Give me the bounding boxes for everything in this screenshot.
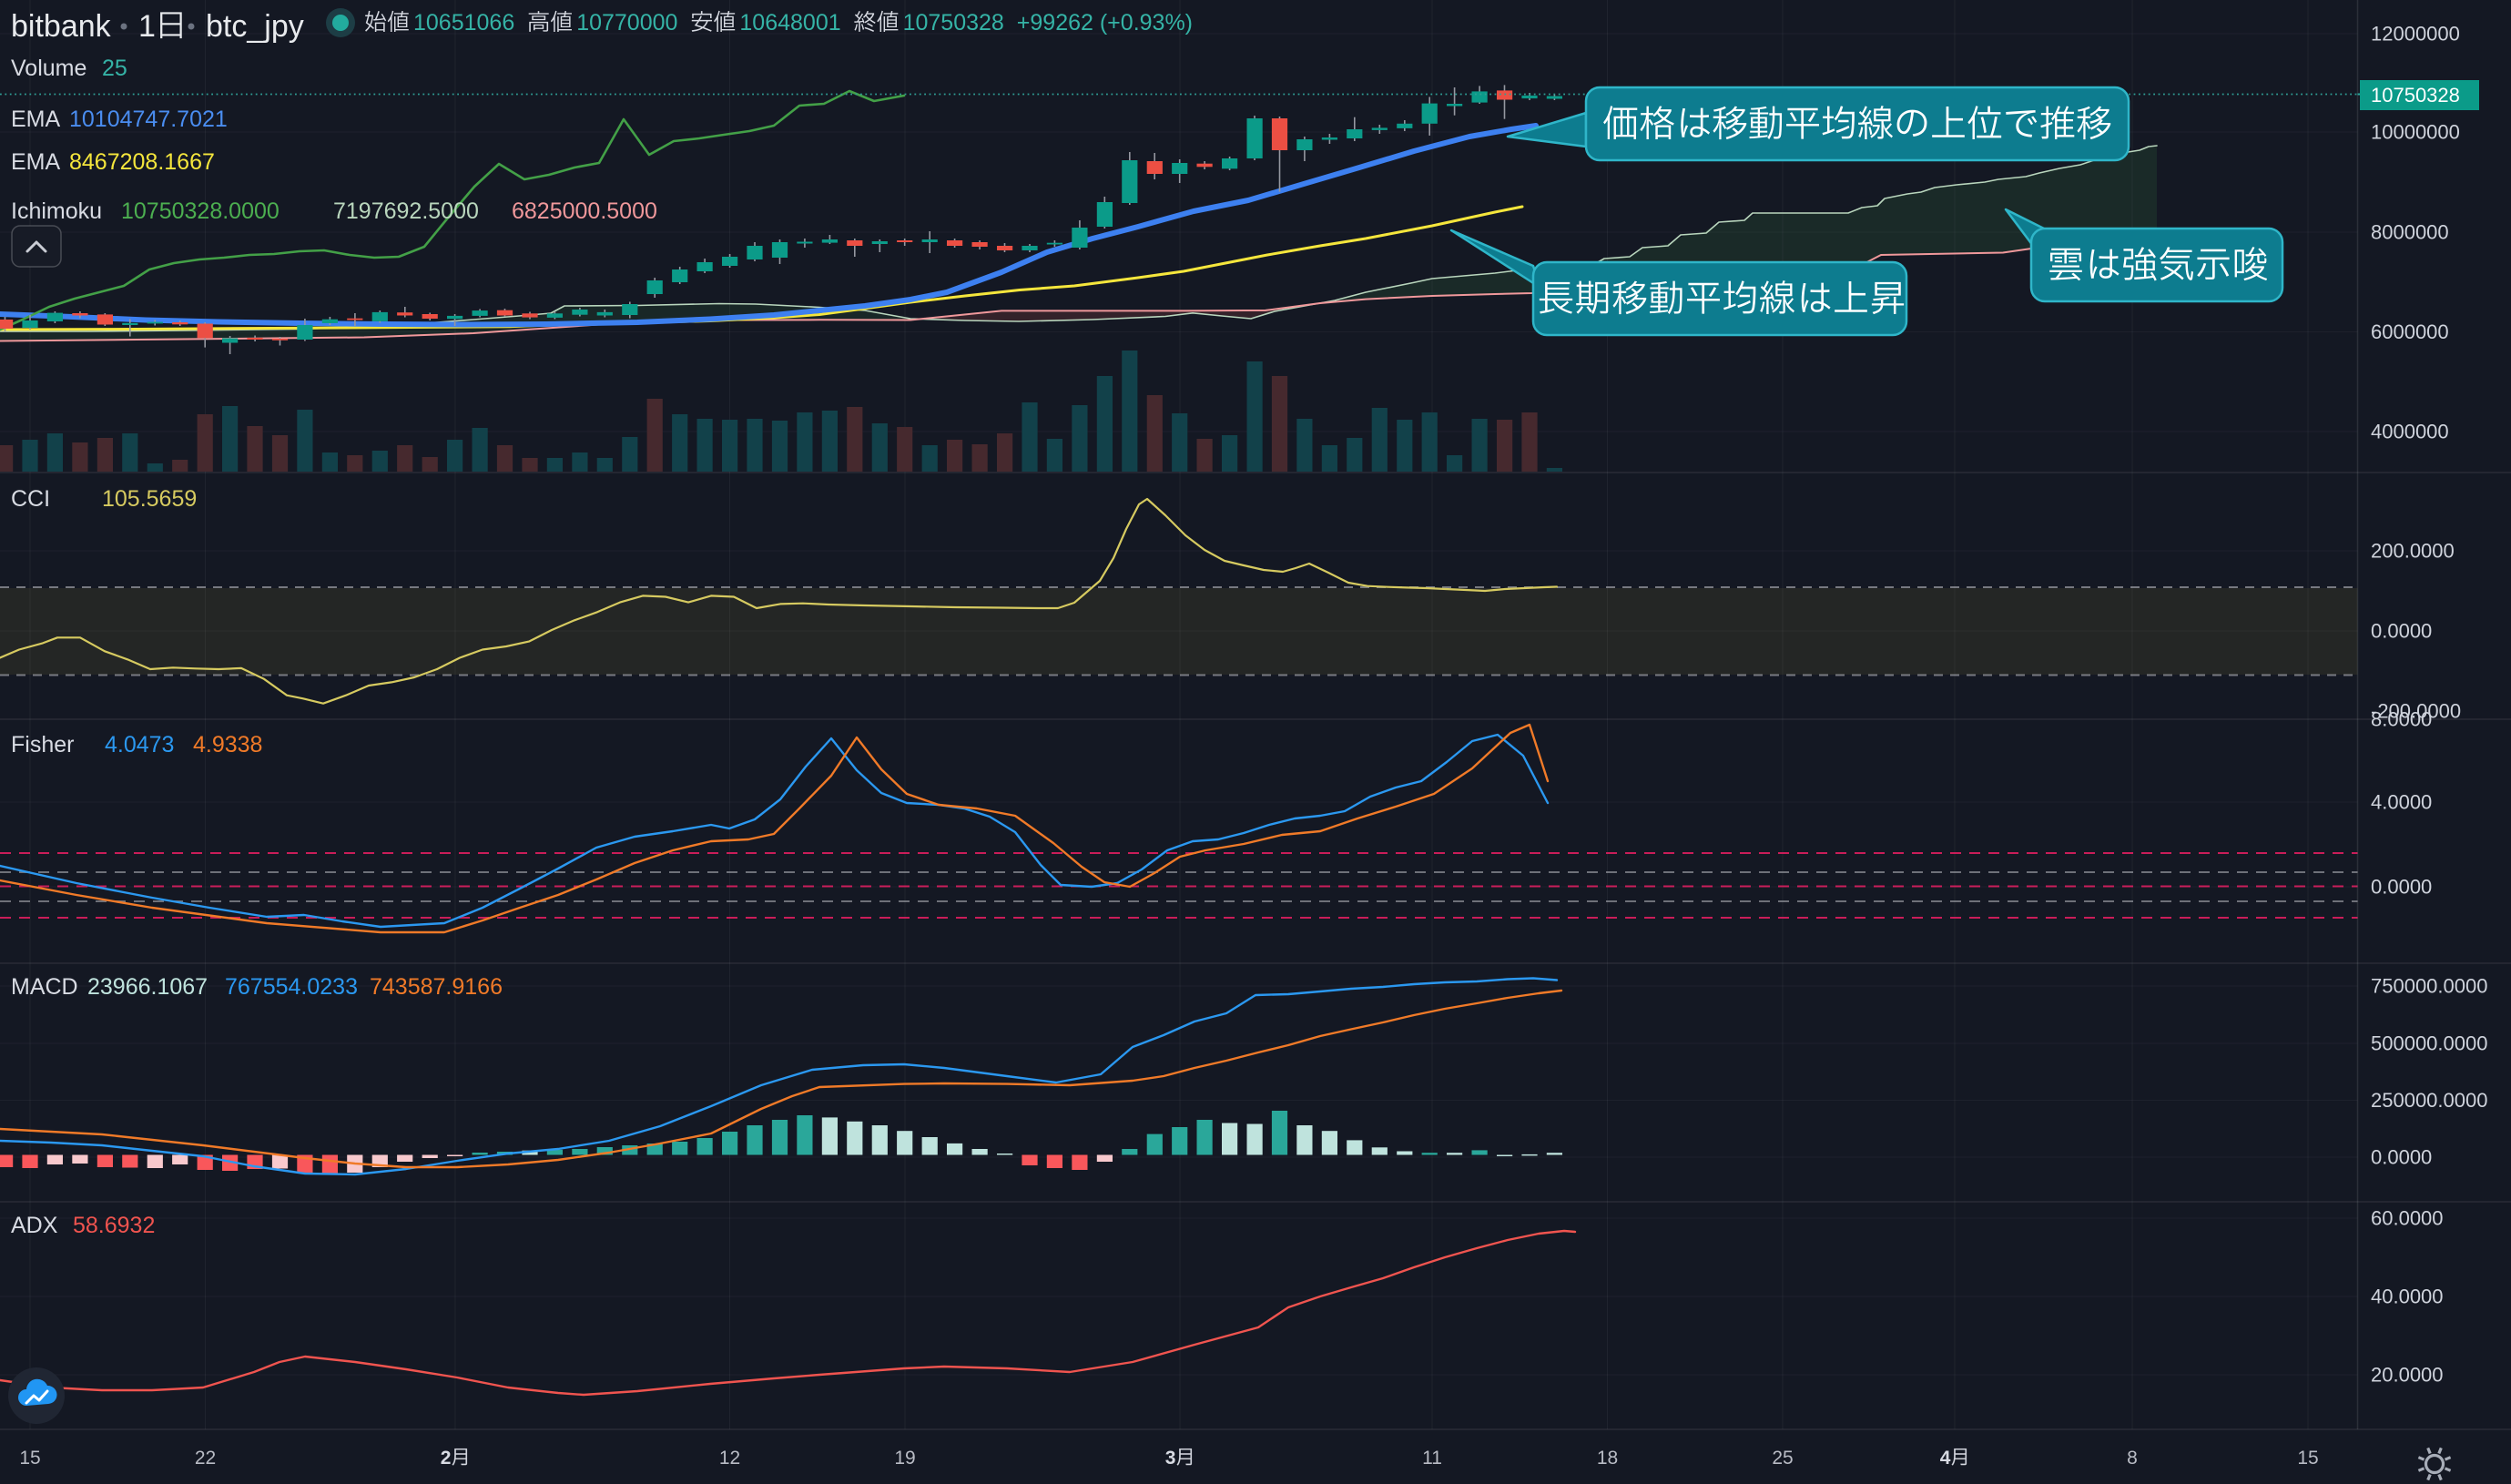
svg-text:6000000: 6000000: [2371, 320, 2449, 343]
svg-text:22: 22: [195, 1448, 216, 1469]
svg-text:EMA: EMA: [11, 107, 61, 132]
svg-text:23966.1067: 23966.1067: [87, 974, 208, 1000]
svg-text:58.6932: 58.6932: [73, 1213, 155, 1238]
svg-text:ADX: ADX: [11, 1213, 58, 1238]
svg-text:Fisher: Fisher: [11, 732, 74, 757]
svg-text:8467208.1667: 8467208.1667: [69, 149, 215, 175]
svg-text:250000.0000: 250000.0000: [2371, 1089, 2487, 1112]
svg-text:105.5659: 105.5659: [102, 486, 197, 512]
svg-text:Volume: Volume: [11, 56, 86, 81]
svg-text:25: 25: [1772, 1448, 1793, 1469]
svg-text:12: 12: [719, 1448, 740, 1469]
svg-text:8: 8: [2127, 1448, 2138, 1469]
svg-text:10651066: 10651066: [413, 10, 514, 36]
svg-text:+99262 (+0.93%): +99262 (+0.93%): [1017, 10, 1193, 36]
svg-text:10104747.7021: 10104747.7021: [69, 107, 228, 132]
svg-text:200.0000: 200.0000: [2371, 540, 2455, 563]
svg-text:btc_jpy: btc_jpy: [206, 9, 304, 44]
svg-text:500000.0000: 500000.0000: [2371, 1032, 2487, 1055]
svg-text:7197692.5000: 7197692.5000: [333, 198, 479, 224]
svg-text:8000000: 8000000: [2371, 221, 2449, 244]
svg-text:4000000: 4000000: [2371, 421, 2449, 443]
svg-text:12000000: 12000000: [2371, 23, 2460, 46]
svg-text:3: 3: [1165, 1448, 1176, 1469]
svg-text:4.9338: 4.9338: [193, 732, 262, 757]
svg-text:6825000.5000: 6825000.5000: [512, 198, 657, 224]
svg-text:15: 15: [19, 1448, 40, 1469]
svg-text:10750328.0000: 10750328.0000: [121, 198, 280, 224]
svg-text:MACD: MACD: [11, 974, 78, 1000]
svg-text:-200.0000: -200.0000: [2371, 700, 2461, 723]
svg-text:10750328: 10750328: [2371, 84, 2460, 107]
svg-text:8.0000: 8.0000: [2371, 708, 2432, 731]
svg-text:4.0000: 4.0000: [2371, 791, 2432, 814]
svg-text:40.0000: 40.0000: [2371, 1286, 2444, 1308]
svg-text:2: 2: [441, 1448, 452, 1469]
svg-text:60.0000: 60.0000: [2371, 1207, 2444, 1230]
svg-text:10770000: 10770000: [576, 10, 677, 36]
svg-text:743587.9166: 743587.9166: [370, 974, 503, 1000]
svg-text:10000000: 10000000: [2371, 121, 2460, 144]
svg-text:0.0000: 0.0000: [2371, 620, 2432, 643]
svg-text:0.0000: 0.0000: [2371, 876, 2432, 899]
svg-text:0.0000: 0.0000: [2371, 1146, 2432, 1169]
svg-text:11: 11: [1422, 1448, 1442, 1469]
svg-text:18: 18: [1597, 1448, 1618, 1469]
svg-text:10750328: 10750328: [903, 10, 1004, 36]
svg-text:25: 25: [102, 56, 127, 81]
svg-text:bitbank: bitbank: [11, 9, 112, 44]
svg-text:1: 1: [138, 9, 156, 44]
svg-text:4: 4: [1940, 1448, 1951, 1469]
svg-text:15: 15: [2297, 1448, 2318, 1469]
svg-text:20.0000: 20.0000: [2371, 1364, 2444, 1387]
svg-text:10648001: 10648001: [739, 10, 840, 36]
svg-text:19: 19: [894, 1448, 915, 1469]
svg-text:767554.0233: 767554.0233: [225, 974, 358, 1000]
svg-text:750000.0000: 750000.0000: [2371, 975, 2487, 998]
svg-text:Ichimoku: Ichimoku: [11, 198, 102, 224]
svg-text:4.0473: 4.0473: [105, 732, 174, 757]
svg-text:CCI: CCI: [11, 486, 50, 512]
svg-text:EMA: EMA: [11, 149, 61, 175]
